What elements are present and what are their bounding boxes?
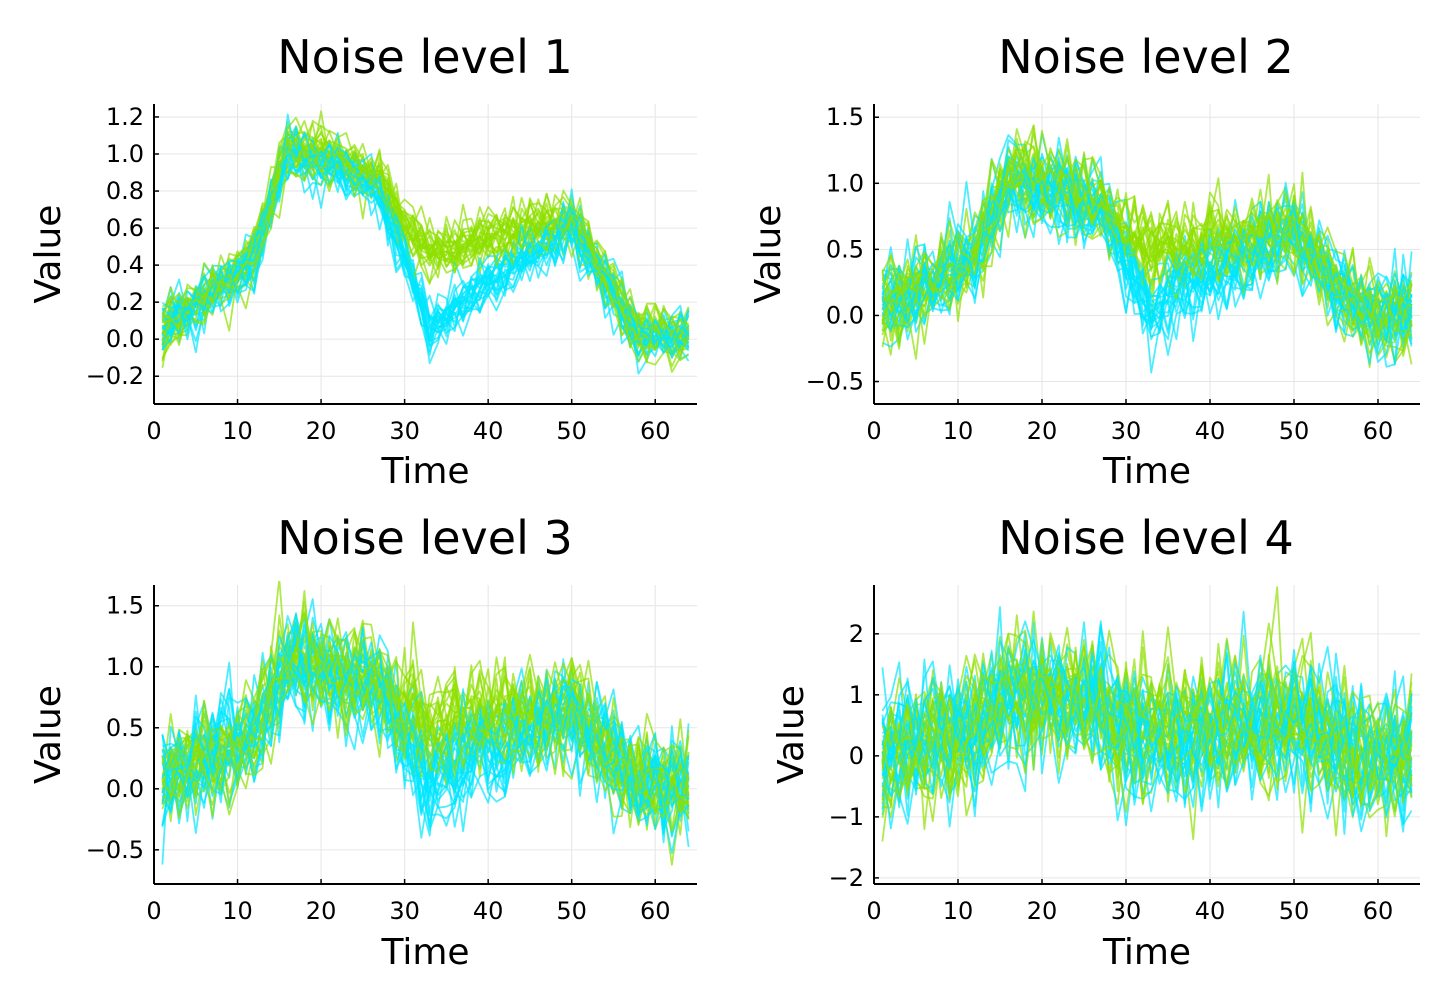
subplot-3: 0 10 20 30 40 50 60 1.5 1.0 0.5 0.0 −0.5 Noise level… (28, 511, 697, 973)
series-lines (881, 586, 1413, 842)
series-lines (881, 124, 1413, 374)
y-tick-label: 0.2 (106, 288, 144, 316)
y-tick-label: 1.0 (106, 140, 144, 168)
y-tick-label: −0.5 (806, 368, 864, 396)
x-tick-label: 40 (473, 897, 504, 925)
series-1-line (881, 174, 1413, 363)
chart-title: Noise level 2 (998, 30, 1294, 84)
y-tick-label: 1.2 (106, 103, 144, 131)
x-tick-label: 20 (1027, 897, 1058, 925)
series-2-line (881, 129, 1413, 359)
x-tick-label: 50 (556, 417, 587, 445)
x-tick-label: 30 (389, 417, 420, 445)
x-tick-label: 30 (1111, 897, 1142, 925)
series-lines (161, 581, 690, 866)
x-tick-label: 60 (1363, 417, 1394, 445)
y-tick-label: 0.6 (106, 214, 144, 242)
series-2-line (161, 612, 690, 790)
y-tick-label: 0 (849, 742, 864, 770)
x-tick-label: 60 (640, 897, 671, 925)
series-1-line (161, 621, 690, 837)
series-1-line (881, 620, 1413, 788)
x-axis-label: Time (1102, 451, 1191, 492)
x-tick-label: 10 (943, 417, 974, 445)
series-1-line (881, 625, 1413, 813)
y-tick-label: −0.2 (86, 362, 144, 390)
y-tick-label: 0.0 (106, 325, 144, 353)
y-tick-label: 1.5 (106, 592, 144, 620)
x-axis-label: Time (380, 932, 469, 973)
chart-title: Noise level 3 (277, 511, 573, 565)
y-tick-label: 1.0 (826, 169, 864, 197)
y-tick-label: 0.8 (106, 177, 144, 205)
x-tick-label: 20 (306, 897, 337, 925)
subplot-2: 0 10 20 30 40 50 60 1.5 1.0 0.5 0.0 −0.5 Noise level… (748, 30, 1420, 492)
y-tick-label: −1 (829, 803, 864, 831)
x-tick-label: 20 (306, 417, 337, 445)
x-tick-label: 40 (1195, 897, 1226, 925)
subplot-1: 0 10 20 30 40 50 60 1.2 1.0 0.8 0.6 0.4 0.2 0.0 −0.2 No… (28, 30, 697, 492)
y-axis-label: Value (28, 685, 69, 784)
series-lines (161, 110, 690, 375)
series-2-line (881, 146, 1413, 332)
series-1-line (161, 127, 690, 365)
series-2-line (881, 646, 1413, 837)
y-tick-label: 0.0 (106, 775, 144, 803)
y-tick-label: −2 (829, 864, 864, 892)
y-tick-label: 0.4 (106, 251, 144, 279)
x-tick-label: 30 (1111, 417, 1142, 445)
series-1-line (161, 143, 690, 343)
y-tick-label: 0.5 (826, 235, 864, 263)
series-1-line (881, 163, 1413, 366)
x-tick-label: 50 (1279, 897, 1310, 925)
y-tick-label: −0.5 (86, 836, 144, 864)
series-1-line (881, 641, 1413, 813)
x-tick-label: 50 (556, 897, 587, 925)
x-axis-label: Time (1102, 932, 1191, 973)
y-axis-label: Value (771, 685, 812, 784)
y-axis-label: Value (28, 205, 69, 304)
y-tick-label: 2 (849, 620, 864, 648)
series-2-line (161, 136, 690, 364)
x-tick-label: 0 (146, 417, 161, 445)
x-tick-label: 40 (1195, 417, 1226, 445)
x-tick-label: 10 (222, 417, 253, 445)
x-tick-label: 20 (1027, 417, 1058, 445)
x-tick-label: 10 (222, 897, 253, 925)
y-tick-label: 0.5 (106, 714, 144, 742)
y-tick-label: 1 (849, 681, 864, 709)
x-tick-label: 10 (943, 897, 974, 925)
chart-title: Noise level 4 (998, 511, 1294, 565)
x-tick-label: 0 (866, 897, 881, 925)
x-axis-label: Time (380, 451, 469, 492)
x-tick-label: 40 (473, 417, 504, 445)
x-tick-label: 60 (1363, 897, 1394, 925)
y-axis-label: Value (748, 205, 789, 304)
x-tick-label: 30 (389, 897, 420, 925)
x-tick-label: 0 (866, 417, 881, 445)
y-tick-label: 0.0 (826, 301, 864, 329)
x-tick-label: 60 (640, 417, 671, 445)
x-tick-label: 50 (1279, 417, 1310, 445)
chart-title: Noise level 1 (277, 30, 573, 84)
x-tick-label: 0 (146, 897, 161, 925)
series-2-line (161, 645, 689, 818)
y-tick-label: 1.5 (826, 103, 864, 131)
series-2-line (881, 124, 1413, 335)
y-tick-label: 1.0 (106, 653, 144, 681)
